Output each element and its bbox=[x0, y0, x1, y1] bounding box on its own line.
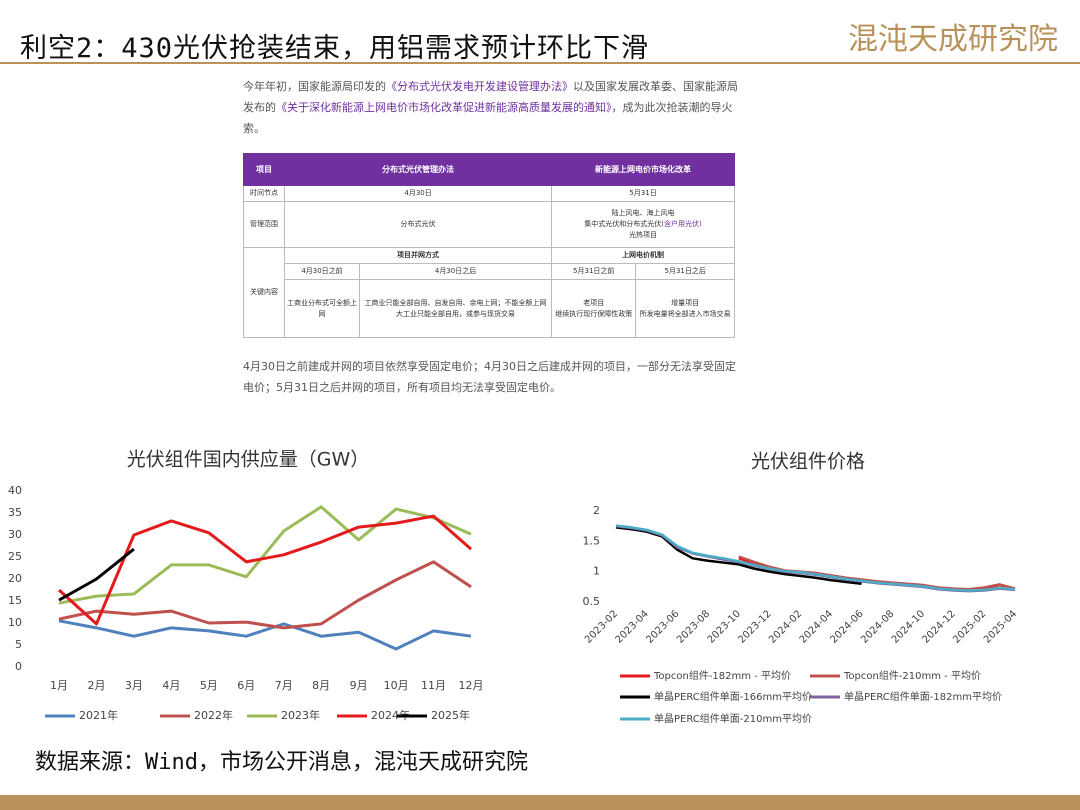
line: 大工业只能全部自用，或参与现货交易 bbox=[396, 309, 516, 318]
series-line bbox=[615, 524, 1016, 592]
text: 以及国家发展改革委、国家能源局发布的 bbox=[243, 80, 738, 114]
chart-title: 光伏组件价格 bbox=[751, 451, 865, 473]
text: 含户用光伏) bbox=[664, 220, 702, 228]
source: 数据来源：Wind，市场公开消息，混沌天成研究院 bbox=[35, 750, 528, 775]
x-tick-label: 3月 bbox=[125, 679, 143, 692]
line: 所发电量将全部进入市场交易 bbox=[639, 309, 731, 318]
legend-label: 2022年 bbox=[194, 708, 233, 722]
x-tick-label: 6月 bbox=[237, 679, 255, 692]
footer-bar bbox=[0, 795, 1080, 810]
text: 《关于深化新能源上网电价市场化改革促进新能源高质量发展的通知》 bbox=[276, 101, 612, 114]
y-tick-label: 1 bbox=[593, 565, 600, 578]
td: 增量项目所发电量将全部进入市场交易 bbox=[635, 279, 735, 338]
td: 工商业只能全部自用、自发自用、余电上网；不能全额上网 大工业只能全部自用，或参与现… bbox=[358, 279, 553, 338]
y-tick-label: 35 bbox=[8, 506, 22, 519]
y-tick-label: 15 bbox=[8, 594, 22, 607]
y-tick-label: 0.5 bbox=[583, 595, 601, 608]
x-tick-label: 10月 bbox=[384, 679, 409, 692]
x-tick-label: 2月 bbox=[87, 679, 105, 692]
intro: 今年年初，国家能源局印发的《分布式光伏发电开发建设管理办法》以及国家发展改革委、… bbox=[243, 76, 738, 139]
legend-label: 2021年 bbox=[79, 708, 118, 722]
text: 《分布式光伏发电开发建设管理办法》 bbox=[386, 80, 573, 93]
y-tick-label: 40 bbox=[8, 484, 22, 497]
legend-label: 单晶PERC组件单面-182mm平均价 bbox=[844, 690, 1002, 703]
y-tick-label: 5 bbox=[15, 638, 22, 651]
note: 4月30日之前建成并网的项目依然享受固定电价；4月30日之后建成并网的项目，一部… bbox=[243, 360, 736, 394]
line: 陆上风电、海上风电 bbox=[611, 209, 675, 217]
y-tick-label: 0 bbox=[15, 660, 22, 673]
x-tick-label: 2025-04 bbox=[982, 608, 1019, 645]
legend-label: 单晶PERC组件单面-166mm平均价 bbox=[654, 690, 812, 703]
line: 光热项目 bbox=[629, 231, 658, 239]
legend-label: 2024年 bbox=[371, 708, 410, 722]
series-line bbox=[58, 619, 472, 651]
divider bbox=[0, 62, 1080, 64]
policy-doc: 今年年初，国家能源局印发的《分布式光伏发电开发建设管理办法》以及国家发展改革委、… bbox=[243, 76, 738, 398]
td: 关键内容 bbox=[243, 247, 285, 338]
td: 分布式光伏 bbox=[283, 201, 553, 248]
text: 今年年初，国家能源局印发的 bbox=[243, 80, 386, 93]
x-tick-label: 5月 bbox=[200, 679, 218, 692]
y-tick-label: 25 bbox=[8, 550, 22, 563]
x-tick-label: 7月 bbox=[275, 679, 293, 692]
td: 工商业分布式可全额上网 bbox=[284, 279, 360, 338]
td: 老项目继续执行现行保障性政策 bbox=[551, 279, 637, 338]
series-line bbox=[615, 524, 1016, 593]
y-tick-label: 1.5 bbox=[583, 534, 601, 547]
y-tick-label: 20 bbox=[8, 572, 22, 585]
legend-label: Topcon组件-182mm - 平均价 bbox=[653, 669, 791, 682]
td: 管理范围 bbox=[243, 201, 285, 248]
series-line bbox=[58, 547, 135, 602]
x-tick-label: 4月 bbox=[162, 679, 180, 692]
logo: 混沌天成研究院 bbox=[848, 22, 1058, 57]
y-tick-label: 2 bbox=[593, 504, 600, 517]
x-tick-label: 11月 bbox=[421, 679, 446, 692]
x-tick-label: 12月 bbox=[459, 679, 484, 692]
x-tick-label: 9月 bbox=[350, 679, 368, 692]
th: 分布式光伏管理办法 bbox=[283, 153, 553, 186]
line: 集中式光伏和分布式光伏(含户用光伏) bbox=[554, 219, 732, 230]
line: 增量项目 bbox=[671, 298, 700, 307]
text: 集中式光伏和分布式光伏( bbox=[584, 220, 665, 228]
legend-label: 2023年 bbox=[281, 708, 320, 722]
text: ，成为此次抢装潮的导火索。 bbox=[243, 101, 733, 135]
line: 工商业只能全部自用、自发自用、余电上网；不能全额上网 bbox=[364, 298, 547, 307]
y-tick-label: 10 bbox=[8, 616, 22, 629]
series-line bbox=[57, 514, 472, 626]
th: 新能源上网电价市场化改革 bbox=[551, 153, 735, 186]
series-line bbox=[58, 560, 472, 630]
series-line bbox=[58, 505, 472, 605]
legend-label: 单晶PERC组件单面-210mm平均价 bbox=[654, 712, 812, 725]
x-tick-label: 8月 bbox=[312, 679, 330, 692]
x-tick-label: 1月 bbox=[50, 679, 68, 692]
chart-title: 光伏组件国内供应量（GW） bbox=[127, 449, 370, 471]
line: 继续执行现行保障性政策 bbox=[555, 309, 633, 318]
y-tick-label: 30 bbox=[8, 528, 22, 541]
legend-label: 2025年 bbox=[431, 708, 470, 722]
slide-title: 利空2：430光伏抢装结束，用铝需求预计环比下滑 bbox=[20, 33, 650, 64]
legend-label: Topcon组件-210mm - 平均价 bbox=[843, 669, 981, 682]
line: 老项目 bbox=[583, 298, 605, 307]
policy-table: 项目 分布式光伏管理办法 新能源上网电价市场化改革 时间节点 4月30日 5月31日 管… bbox=[243, 153, 735, 338]
